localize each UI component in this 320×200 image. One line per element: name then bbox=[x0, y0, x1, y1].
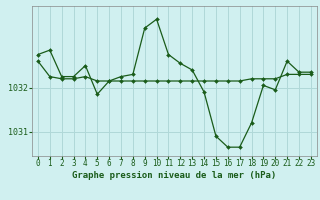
X-axis label: Graphe pression niveau de la mer (hPa): Graphe pression niveau de la mer (hPa) bbox=[72, 171, 276, 180]
